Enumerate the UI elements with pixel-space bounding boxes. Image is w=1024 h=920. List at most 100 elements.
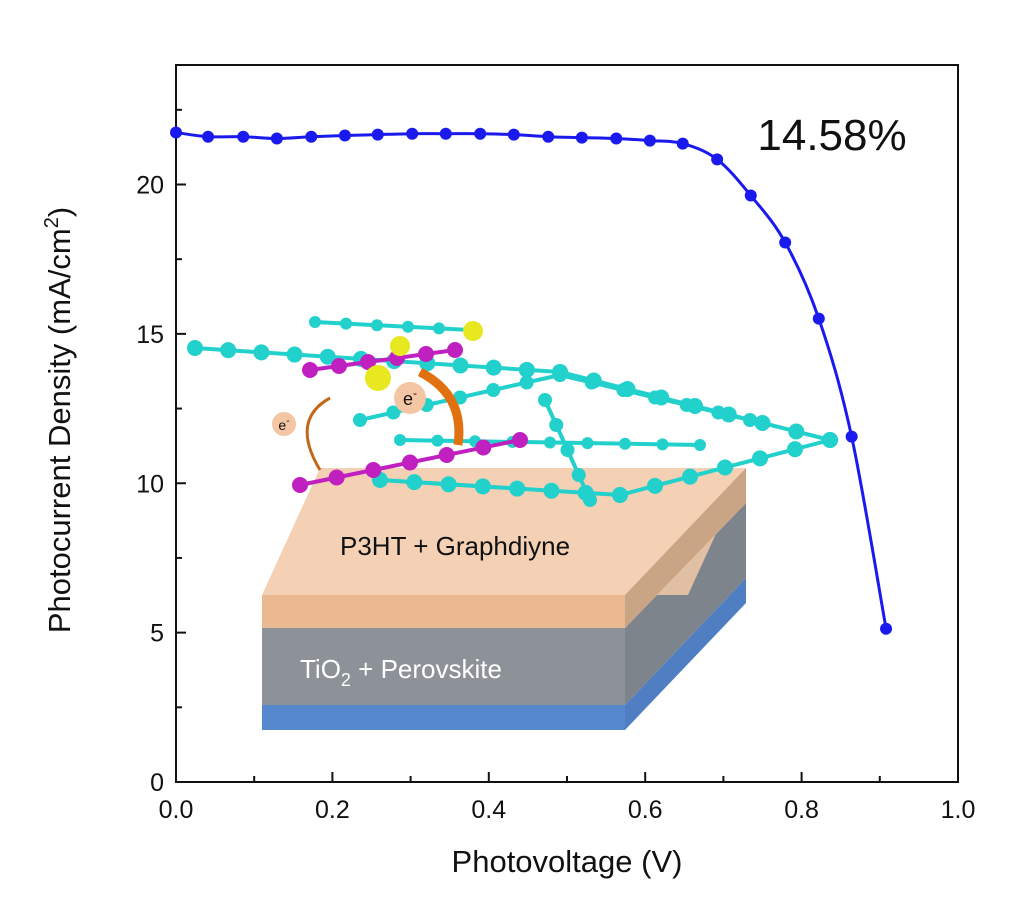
data-point (711, 153, 724, 166)
data-point (406, 127, 419, 140)
atom (309, 316, 321, 328)
atom (340, 317, 352, 330)
atom (253, 344, 270, 361)
x-tick-label: 1.0 (941, 796, 976, 824)
data-point (507, 128, 520, 141)
atom (286, 346, 303, 363)
atom (754, 415, 771, 431)
atom (360, 354, 376, 370)
electron-arrow (305, 396, 331, 471)
atom (679, 398, 694, 412)
electron-text: e (403, 389, 413, 409)
atom (544, 436, 556, 449)
atom (302, 362, 318, 378)
electron-label: e- (403, 386, 417, 409)
data-point (371, 128, 384, 141)
atom (431, 434, 444, 447)
atom (509, 480, 526, 497)
x-tick-label: 0.0 (159, 796, 194, 824)
perovskite-front (262, 628, 625, 705)
atom (788, 423, 805, 440)
atom (187, 340, 203, 356)
electron-sup: - (413, 386, 417, 400)
y-tick-label: 15 (136, 321, 164, 349)
data-point (270, 132, 283, 145)
atom (474, 478, 491, 495)
atom (447, 342, 463, 358)
x-tick-label: 0.2 (315, 796, 350, 824)
y-tick-label: 0 (150, 769, 164, 797)
x-tick-label: 0.8 (784, 796, 819, 824)
atom (743, 413, 757, 427)
atom (711, 405, 726, 420)
data-point (744, 189, 757, 202)
atom (463, 321, 483, 341)
atom (292, 477, 308, 493)
atom (549, 418, 564, 432)
p3ht-side (625, 468, 746, 628)
atom (220, 342, 237, 359)
electron-sup: - (286, 416, 289, 427)
atom (394, 434, 406, 446)
atom (365, 365, 391, 391)
atom (571, 468, 586, 482)
data-point (305, 130, 318, 143)
perovskite-side (625, 503, 746, 705)
data-point (812, 312, 825, 325)
atom (433, 322, 445, 335)
data-point (676, 137, 689, 150)
atom (390, 336, 410, 356)
layer-label: TiO2 + Perovskite (300, 654, 502, 690)
atom (553, 368, 567, 382)
atom (560, 443, 575, 457)
atom (581, 437, 594, 450)
axes: 0.0 0.2 0.4 0.6 0.8 1.0 0 5 10 15 20 (136, 108, 976, 824)
bond (314, 320, 471, 332)
atom (518, 361, 535, 378)
p3ht-front (262, 595, 625, 628)
y-axis-title: Photocurrent Density (mA/cm2) (41, 207, 77, 633)
layer-label: P3HT + Graphdiyne (340, 531, 570, 561)
atom (682, 468, 698, 485)
atom (694, 439, 706, 451)
atom (647, 477, 663, 494)
efficiency-annotation: 14.58% (757, 111, 906, 160)
y-tick-label: 20 (136, 172, 164, 200)
inset-illustration: e- e- P3HT + Graphdiyne TiO2 + Perovskit… (187, 316, 838, 730)
atom (717, 459, 733, 476)
atom (353, 413, 367, 427)
atom (418, 346, 434, 362)
atom (486, 383, 501, 397)
atom (612, 487, 628, 503)
atom (583, 493, 597, 507)
atom (406, 474, 423, 491)
atom (538, 393, 552, 407)
atom (656, 438, 669, 451)
atom (543, 482, 560, 499)
data-point (542, 130, 555, 143)
electron-arrow (417, 367, 464, 446)
y-title-text: Photocurrent Density (mA/cm (42, 228, 77, 633)
atom (616, 383, 631, 397)
y-tick-label: 10 (136, 470, 164, 498)
data-point (338, 129, 351, 142)
atom (485, 359, 502, 376)
y-title-sup: 2 (41, 217, 63, 228)
data-point (643, 134, 656, 147)
data-point (845, 430, 858, 443)
atom (438, 447, 455, 463)
atom (371, 319, 383, 332)
data-point (610, 132, 623, 145)
y-title-text: ) (42, 207, 77, 217)
atom (475, 439, 492, 456)
molecule (187, 316, 838, 507)
y-tick-label: 5 (150, 620, 164, 648)
data-point (202, 130, 215, 143)
x-tick-label: 0.4 (471, 796, 506, 824)
substrate-front (262, 705, 625, 730)
layer-sub: 2 (341, 670, 351, 690)
atom (648, 390, 662, 405)
data-point (439, 127, 452, 140)
electron-badge (394, 382, 426, 414)
